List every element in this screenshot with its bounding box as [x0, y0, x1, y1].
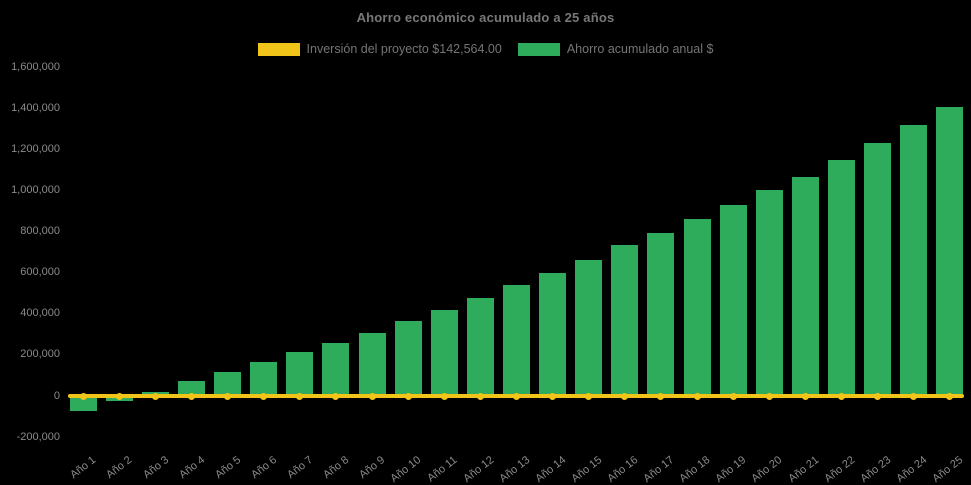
y-axis-label: 0: [53, 389, 60, 402]
investment-point: [296, 392, 304, 400]
x-axis-label: Año 4: [176, 454, 207, 482]
bar-año-14: [539, 273, 567, 396]
x-axis-label: Año 16: [605, 454, 641, 485]
x-axis-label: Año 11: [425, 454, 460, 485]
x-axis-label: Año 3: [140, 454, 171, 482]
investment-point: [765, 392, 773, 400]
bar-año-16: [611, 245, 639, 396]
bar-año-20: [755, 190, 783, 396]
investment-point: [729, 392, 737, 400]
investment-point: [946, 392, 954, 400]
x-axis-label: Año 7: [285, 454, 316, 482]
bar-año-11: [430, 309, 458, 396]
y-axis-label: 1,600,000: [11, 60, 60, 73]
chart-title: Ahorro económico acumulado a 25 años: [356, 10, 615, 25]
bar-año-9: [358, 332, 386, 396]
plot-area: [65, 60, 968, 445]
investment-point: [910, 392, 918, 400]
x-axis-label: Año 5: [212, 454, 243, 482]
bar-año-12: [466, 297, 494, 396]
investment-point: [513, 392, 520, 400]
bar-año-13: [503, 285, 530, 396]
investment-point: [801, 392, 809, 400]
y-axis-label: 800,000: [20, 225, 60, 238]
investment-point: [332, 392, 340, 400]
bar-año-21: [791, 176, 819, 396]
investment-point: [440, 392, 448, 400]
bar-año-10: [394, 321, 422, 396]
y-axis-label: 1,200,000: [11, 142, 60, 155]
x-axis-label: Año 18: [677, 454, 713, 485]
y-axis-label: 1,000,000: [11, 184, 60, 196]
investment-point: [838, 392, 846, 400]
legend-label-savings: Ahorro acumulado anual $: [566, 42, 714, 56]
legend-swatch-savings-icon: [517, 42, 560, 56]
x-axis-label: Año 25: [930, 454, 966, 485]
x-axis-label: Año 6: [249, 454, 280, 482]
bar-año-7: [286, 352, 314, 396]
investment-point: [585, 392, 593, 400]
x-axis-label: Año 23: [858, 454, 894, 485]
bar-año-23: [864, 143, 892, 396]
bar-año-1: [69, 396, 97, 411]
y-axis-label: 400,000: [20, 307, 60, 320]
bar-año-24: [900, 125, 928, 396]
investment-point: [476, 392, 484, 400]
investment-point: [657, 392, 665, 400]
bar-año-19: [719, 205, 747, 396]
x-axis-label: Año 10: [388, 454, 424, 485]
y-axis-label: 200,000: [20, 348, 60, 361]
investment-point: [874, 392, 882, 400]
y-axis-label: 1,400,000: [11, 101, 60, 114]
x-axis-label: Año 20: [749, 454, 785, 485]
legend-item-investment: Inversión del proyecto $142,564.00: [257, 42, 502, 56]
legend-swatch-investment-icon: [257, 42, 300, 56]
x-axis-label: Año 14: [533, 454, 569, 485]
bar-año-4: [177, 381, 205, 396]
bar-año-25: [936, 107, 964, 396]
x-axis-label: Año 24: [894, 454, 930, 485]
investment-point: [549, 392, 557, 400]
bar-año-15: [575, 259, 603, 396]
x-axis-label: Año 1: [68, 454, 99, 482]
x-axis-label: Año 9: [357, 454, 388, 482]
legend-label-investment: Inversión del proyecto $142,564.00: [306, 42, 502, 56]
bar-año-5: [214, 371, 242, 396]
bar-año-6: [250, 362, 278, 396]
bar-año-8: [322, 342, 350, 396]
investment-point: [260, 392, 268, 400]
y-axis-label: 600,000: [20, 266, 60, 279]
x-axis-label: Año 8: [321, 454, 352, 482]
bar-año-22: [828, 160, 856, 396]
bar-año-18: [683, 219, 711, 396]
x-axis-label: Año 21: [785, 454, 821, 485]
investment-point: [621, 392, 629, 400]
x-axis-label: Año 13: [497, 454, 532, 485]
investment-point: [115, 392, 123, 400]
investment-point: [151, 392, 159, 400]
y-axis-label: -200,000: [16, 430, 60, 443]
investment-point: [404, 392, 412, 400]
investment-point: [368, 392, 376, 400]
x-axis-label: Año 22: [822, 454, 857, 485]
x-axis-label: Año 2: [104, 454, 135, 482]
x-axis-label: Año 19: [713, 454, 749, 485]
legend-item-savings: Ahorro acumulado anual $: [517, 42, 714, 56]
investment-point: [224, 392, 232, 400]
investment-point: [79, 392, 87, 400]
bar-año-17: [647, 233, 675, 396]
investment-point: [693, 392, 701, 400]
investment-point: [187, 392, 195, 400]
x-axis-label: Año 15: [569, 454, 605, 485]
x-axis-label: Año 17: [641, 454, 677, 485]
x-axis-label: Año 12: [460, 454, 496, 485]
legend: Inversión del proyecto $142,564.00 Ahorr…: [0, 41, 971, 57]
